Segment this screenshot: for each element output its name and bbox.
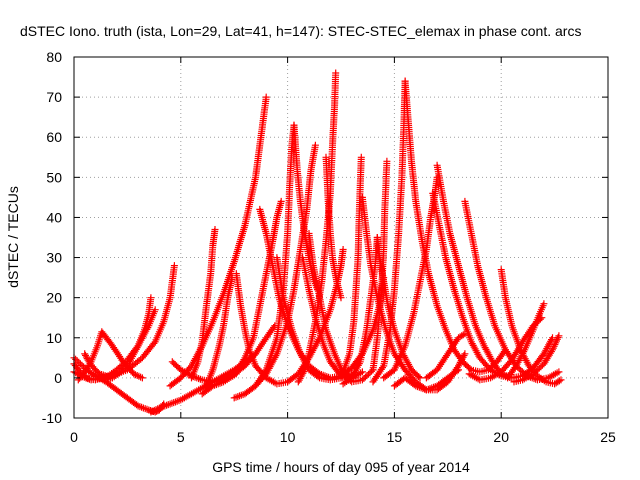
series-arc-4 xyxy=(74,328,146,384)
series-arc-38 xyxy=(504,300,548,382)
plot-frame xyxy=(73,56,609,419)
series-arc-25 xyxy=(339,234,381,388)
y-tick-label: 60 xyxy=(46,129,62,145)
data-point-markers xyxy=(322,153,345,302)
series-arc-33 xyxy=(429,189,516,382)
data-point-markers xyxy=(504,300,548,382)
y-tick-label: 40 xyxy=(46,209,62,225)
series-arc-5 xyxy=(81,350,116,382)
y-tick-label: 0 xyxy=(54,370,62,386)
y-tick-label: 80 xyxy=(46,49,62,65)
x-tick-labels: 0 5 10 15 20 25 xyxy=(70,429,616,445)
series-arc-9 xyxy=(166,93,270,390)
y-axis-label: dSTEC / TECUs xyxy=(5,186,21,288)
data-point-markers xyxy=(369,157,391,374)
data-point-markers xyxy=(422,330,469,382)
data-point-markers xyxy=(339,234,381,388)
data-point-markers xyxy=(273,254,356,384)
x-tick-label: 5 xyxy=(177,429,185,445)
data-point-markers xyxy=(166,93,270,390)
data-point-markers xyxy=(429,189,516,382)
series-arc-39 xyxy=(510,332,563,386)
y-tick-label: 20 xyxy=(46,290,62,306)
series-arc-35 xyxy=(422,330,469,382)
series-arc-23 xyxy=(337,153,365,382)
x-tick-label: 25 xyxy=(600,429,616,445)
chart-title: dSTEC Iono. truth (ista, Lon=29, Lat=41,… xyxy=(20,23,581,39)
data-point-markers xyxy=(74,328,146,384)
y-tick-label: -10 xyxy=(42,410,62,426)
series-arc-10 xyxy=(188,226,219,382)
y-tick-label: 50 xyxy=(46,169,62,185)
x-tick-label: 10 xyxy=(280,429,296,445)
data-point-markers xyxy=(390,366,462,394)
ticks xyxy=(73,56,609,419)
y-tick-label: 10 xyxy=(46,330,62,346)
x-tick-label: 20 xyxy=(493,429,509,445)
x-tick-label: 0 xyxy=(70,429,78,445)
series-arc-27 xyxy=(369,157,391,374)
y-tick-label: 30 xyxy=(46,250,62,266)
series-arc-31 xyxy=(390,366,462,394)
series-arc-11 xyxy=(202,274,236,390)
data-point-markers xyxy=(188,226,219,382)
y-tick-label: 70 xyxy=(46,89,62,105)
data-point-markers xyxy=(510,332,563,386)
series-arc-19 xyxy=(322,153,345,302)
series-arc-20 xyxy=(273,254,356,384)
y-tick-labels: -10 0 10 20 30 40 50 60 70 80 xyxy=(42,49,62,426)
data-point-markers xyxy=(202,274,236,390)
x-tick-label: 15 xyxy=(387,429,403,445)
data-point-markers xyxy=(81,350,116,382)
x-axis-label: GPS time / hours of day 095 of year 2014 xyxy=(212,459,470,475)
data-point-markers xyxy=(337,153,365,382)
